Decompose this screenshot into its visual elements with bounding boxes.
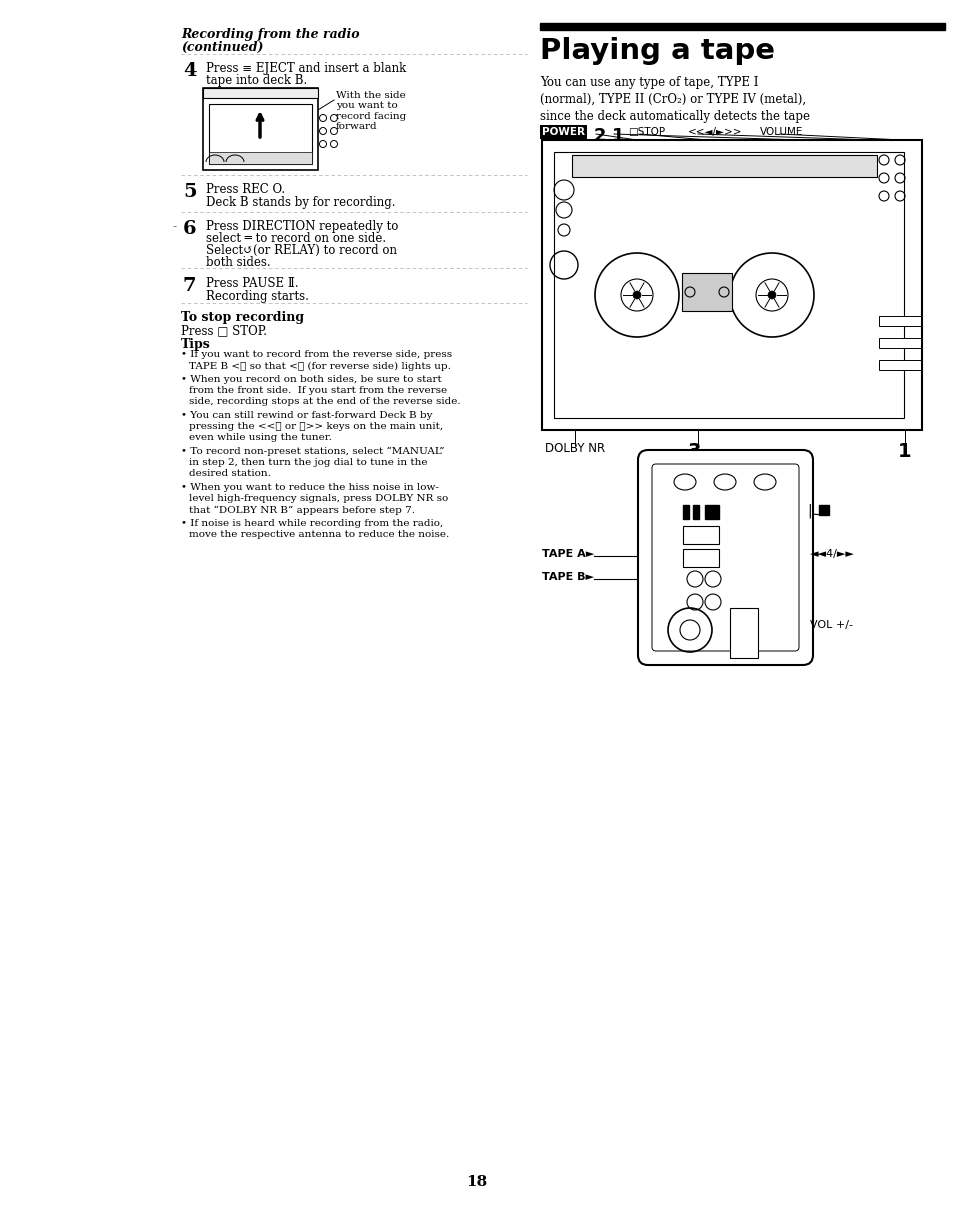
Bar [729, 608, 758, 658]
Bar [539, 23, 944, 31]
Text: • You can still rewind or fast-forward Deck B by: • You can still rewind or fast-forward D… [181, 411, 432, 419]
Text: move the respective antenna to reduce the noise.: move the respective antenna to reduce th… [189, 530, 449, 539]
Text: in step 2, then turn the jog dial to tune in the: in step 2, then turn the jog dial to tun… [189, 457, 427, 467]
Text: select ═ to record on one side.: select ═ to record on one side. [206, 232, 386, 245]
Text: VOLUME: VOLUME [760, 127, 802, 137]
Bar [878, 360, 920, 371]
Text: Select↺(or RELAY) to record on: Select↺(or RELAY) to record on [206, 245, 396, 257]
Text: DOLBY NR: DOLBY NR [544, 442, 604, 455]
Text: level high-frequency signals, press DOLBY NR so: level high-frequency signals, press DOLB… [189, 494, 448, 503]
Bar [572, 155, 876, 177]
Bar [704, 505, 719, 519]
Text: from the front side.  If you start from the reverse: from the front side. If you start from t… [189, 386, 447, 395]
Bar [203, 88, 317, 170]
Text: even while using the tuner.: even while using the tuner. [189, 433, 332, 443]
FancyBboxPatch shape [638, 450, 812, 665]
FancyBboxPatch shape [651, 464, 799, 651]
Text: Press ≡ EJECT and insert a blank: Press ≡ EJECT and insert a blank [206, 62, 406, 75]
Text: Press PAUSE Ⅱ.: Press PAUSE Ⅱ. [206, 276, 298, 290]
Text: Press DIRECTION repeatedly to: Press DIRECTION repeatedly to [206, 220, 398, 234]
Text: -: - [172, 220, 177, 234]
Text: that “DOLBY NR B” appears before step 7.: that “DOLBY NR B” appears before step 7. [189, 505, 415, 515]
Text: VOL +/-: VOL +/- [809, 620, 852, 630]
Text: □STOP: □STOP [627, 127, 664, 137]
Text: side, recording stops at the end of the reverse side.: side, recording stops at the end of the … [189, 397, 460, 406]
Text: • To record non-preset stations, select “MANUAL”: • To record non-preset stations, select … [181, 446, 444, 456]
Circle shape [767, 291, 775, 298]
Text: 1: 1 [897, 442, 911, 461]
Bar [541, 139, 921, 430]
Text: Recording starts.: Recording starts. [206, 290, 309, 303]
Text: 3: 3 [687, 442, 700, 461]
Text: 1: 1 [612, 127, 624, 146]
Text: With the side
you want to
record facing
forward: With the side you want to record facing … [335, 91, 406, 131]
Bar [682, 505, 688, 519]
Text: Press REC O.: Press REC O. [206, 183, 285, 196]
Text: You can use any type of tape, TYPE I
(normal), TYPE II (CrO₂) or TYPE IV (metal): You can use any type of tape, TYPE I (no… [539, 76, 809, 139]
Text: +: + [738, 612, 749, 626]
Bar [209, 152, 312, 164]
Bar [682, 549, 719, 567]
Bar [692, 505, 699, 519]
Bar [818, 505, 828, 515]
Text: Playing a tape: Playing a tape [539, 37, 774, 65]
Circle shape [633, 291, 640, 298]
Bar [203, 88, 317, 98]
Text: To stop recording: To stop recording [181, 311, 304, 324]
Bar [682, 526, 719, 544]
Text: Deck B stands by for recording.: Deck B stands by for recording. [206, 196, 395, 209]
Text: 7: 7 [183, 276, 196, 295]
Text: Recording from the radio: Recording from the radio [181, 28, 359, 42]
Text: POWER: POWER [541, 127, 584, 137]
Text: 6: 6 [183, 220, 196, 238]
Text: tape into deck B.: tape into deck B. [206, 75, 307, 87]
Bar [681, 273, 731, 311]
Text: (continued): (continued) [181, 42, 263, 54]
Bar [554, 152, 903, 418]
Text: TAPE A►: TAPE A► [541, 549, 594, 559]
Bar [878, 316, 920, 327]
Text: 2: 2 [594, 127, 606, 146]
Text: • If noise is heard while recording from the radio,: • If noise is heard while recording from… [181, 519, 443, 527]
Bar [878, 338, 920, 349]
Text: −: − [738, 638, 749, 652]
Text: • If you want to record from the reverse side, press: • If you want to record from the reverse… [181, 350, 452, 360]
Text: Press □ STOP.: Press □ STOP. [181, 324, 267, 338]
Text: desired station.: desired station. [189, 470, 271, 478]
Text: TAPE B►: TAPE B► [541, 572, 594, 582]
Text: 5: 5 [183, 183, 196, 201]
Text: • When you want to reduce the hiss noise in low-: • When you want to reduce the hiss noise… [181, 483, 438, 492]
Text: <<◄/►>>: <<◄/►>> [687, 127, 741, 137]
Text: pressing the <<⎯ or ⎯>> keys on the main unit,: pressing the <<⎯ or ⎯>> keys on the main… [189, 422, 442, 430]
Text: both sides.: both sides. [206, 256, 271, 269]
Text: 18: 18 [466, 1175, 487, 1189]
Text: ‖: ‖ [806, 503, 813, 517]
Bar [209, 104, 312, 164]
Text: 4: 4 [183, 62, 196, 79]
Text: TAPE B <⎯ so that <⎯ (for reverse side) lights up.: TAPE B <⎯ so that <⎯ (for reverse side) … [189, 362, 451, 371]
Text: ◄◄4/►►: ◄◄4/►► [809, 549, 854, 559]
Text: Tips: Tips [181, 338, 211, 351]
Text: • When you record on both sides, be sure to start: • When you record on both sides, be sure… [181, 374, 441, 384]
